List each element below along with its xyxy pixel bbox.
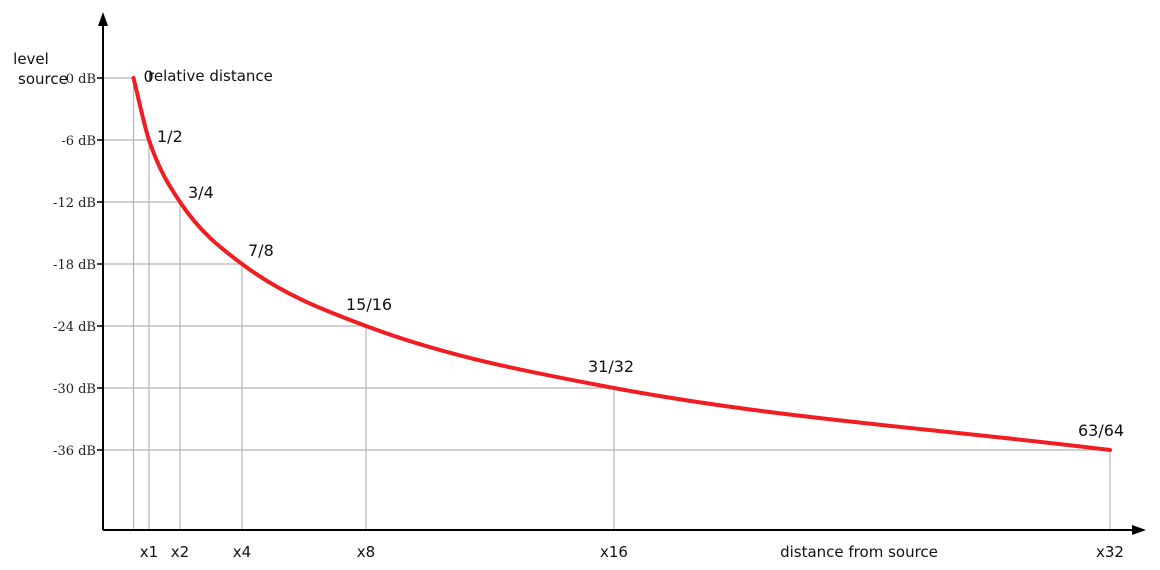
- level-curve: [131, 76, 1112, 452]
- y-tick-label: -18 dB: [53, 258, 96, 273]
- grid-lines: [97, 77, 1111, 530]
- y-tick-label: -6 dB: [61, 134, 96, 149]
- point-label: 0: [144, 67, 154, 86]
- x-tick-label: x32: [1096, 543, 1124, 561]
- source-label: source: [18, 70, 68, 88]
- point-label: 63/64: [1078, 421, 1124, 440]
- y-tick-label: -36 dB: [53, 444, 96, 459]
- tick-labels: 0 dB -6 dB -12 dB -18 dB -24 dB -30 dB -36 dB x…: [53, 72, 1124, 561]
- y-tick-label: 0 dB: [66, 72, 96, 87]
- y-tick-label: -30 dB: [53, 382, 96, 397]
- x-tick-label: x4: [233, 543, 251, 561]
- labels: level source relative distance distance …: [13, 50, 938, 561]
- y-axis-arrow: [98, 12, 108, 26]
- axes: [98, 12, 1146, 535]
- y-tick-label: -12 dB: [53, 196, 96, 211]
- x-axis-title: distance from source: [780, 543, 938, 561]
- point-label: 31/32: [588, 357, 634, 376]
- point-labels: 0 1/2 3/4 7/8 15/16 31/32 63/64: [144, 67, 1125, 440]
- y-tick-label: -24 dB: [53, 320, 96, 335]
- x-tick-label: x16: [600, 543, 628, 561]
- x-tick-label: x1: [140, 543, 158, 561]
- point-label: 7/8: [248, 241, 274, 260]
- x-tick-label: x2: [171, 543, 189, 561]
- y-axis-title: level: [13, 50, 49, 68]
- x-axis-arrow: [1132, 525, 1146, 535]
- point-label: 1/2: [157, 127, 183, 146]
- point-label: 15/16: [346, 295, 392, 314]
- x-tick-label: x8: [357, 543, 375, 561]
- point-label: 3/4: [188, 183, 214, 202]
- curve-label: relative distance: [148, 67, 273, 85]
